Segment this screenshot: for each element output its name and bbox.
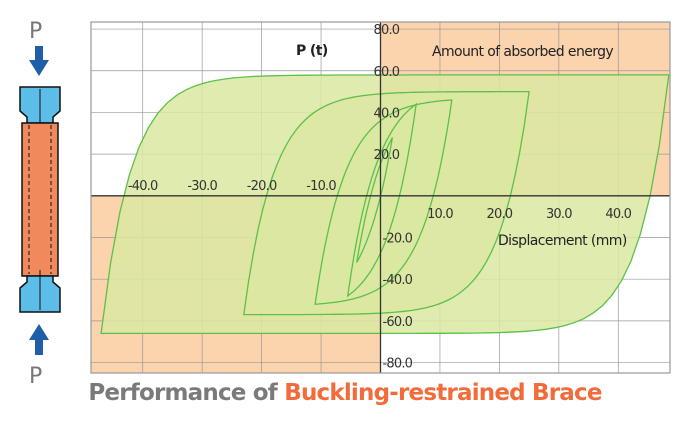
hysteresis-loops — [100, 74, 670, 335]
x-tick-label: -10.0 — [306, 179, 336, 194]
x-tick-label: 30.0 — [546, 207, 572, 222]
chart-title: Performance of Buckling-restrained Brace — [0, 380, 690, 406]
brace-core — [21, 122, 59, 277]
arrow-up-icon — [29, 324, 49, 355]
x-axis-label: Displacement (mm) — [498, 233, 627, 249]
x-tick-label: 20.0 — [487, 207, 513, 222]
x-tick-label: 40.0 — [605, 207, 631, 222]
load-label-bottom: P — [29, 364, 42, 389]
x-tick-label: -40.0 — [128, 179, 158, 194]
load-label-top: P — [29, 19, 42, 44]
brace-illustration: P P — [19, 19, 61, 389]
y-axis-label: P (t) — [296, 43, 328, 59]
y-tick-label: -60.0 — [383, 315, 413, 330]
title-prefix: Performance of — [88, 380, 285, 406]
y-tick-label: -40.0 — [383, 273, 413, 288]
y-tick-label: 20.0 — [374, 148, 400, 163]
y-tick-label: 80.0 — [374, 23, 400, 38]
hysteresis-loop — [356, 137, 394, 263]
x-tick-label: 10.0 — [427, 207, 453, 222]
y-tick-label: 40.0 — [374, 106, 400, 121]
x-tick-label: -20.0 — [247, 179, 277, 194]
title-highlight: Buckling-restrained Brace — [284, 380, 602, 406]
plot-frame — [90, 21, 671, 374]
y-tick-label: 60.0 — [374, 65, 400, 80]
y-tick-label: -20.0 — [383, 232, 413, 247]
tick-labels: -40.0 -30.0 -20.0 -10.0 10.0 20.0 30.0 40.0 80.0… — [128, 23, 633, 372]
axes — [91, 22, 670, 373]
x-tick-label: -30.0 — [187, 179, 217, 194]
arrow-down-icon — [29, 46, 49, 76]
y-tick-label: -80.0 — [383, 357, 413, 372]
energy-annotation: Amount of absorbed energy — [432, 44, 613, 60]
hysteresis-loop — [346, 102, 418, 298]
